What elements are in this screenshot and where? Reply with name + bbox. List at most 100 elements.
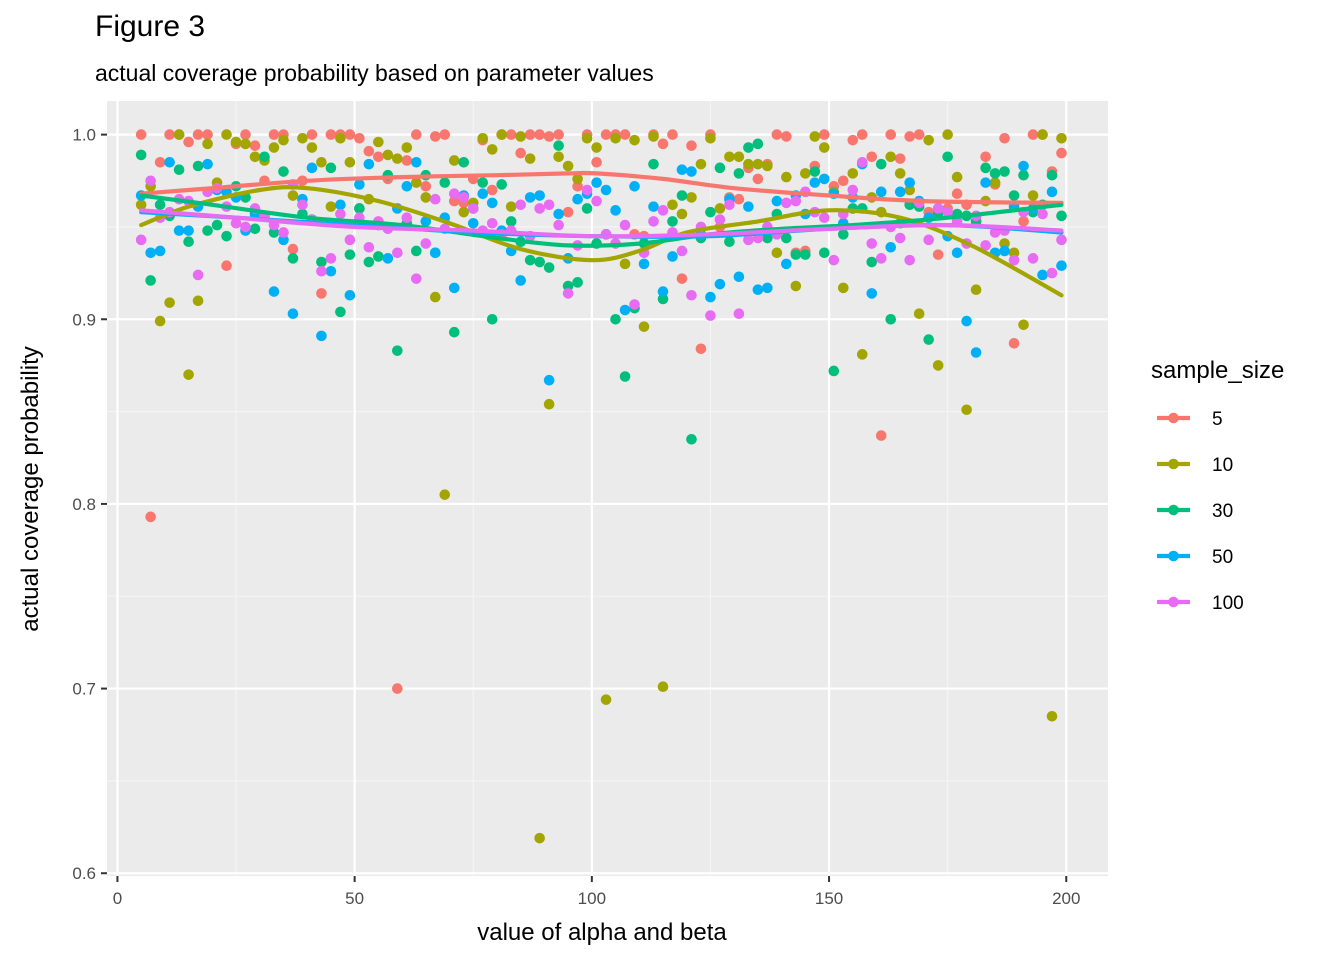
data-point-series-50 (363, 158, 375, 170)
data-point-series-50 (733, 271, 745, 283)
data-point-series-50 (638, 258, 650, 270)
data-point-series-10 (496, 129, 508, 140)
data-point-series-5 (420, 181, 432, 192)
data-point-series-5 (183, 136, 194, 148)
data-point-series-30 (211, 219, 223, 231)
data-point-series-50 (164, 157, 175, 168)
data-point-series-100 (1008, 254, 1020, 266)
x-tick-label: 100 (578, 889, 606, 908)
legend-label-30: 30 (1212, 501, 1233, 522)
data-point-series-50 (1037, 269, 1048, 281)
data-point-series-5 (667, 129, 678, 140)
data-point-series-30 (553, 140, 564, 151)
data-point-series-10 (790, 280, 802, 292)
legend-key-point-10 (1168, 458, 1179, 470)
data-point-series-5 (135, 129, 147, 140)
data-point-series-10 (648, 131, 659, 142)
data-point-series-10 (1008, 247, 1020, 259)
data-point-series-10 (847, 168, 859, 179)
data-point-series-5 (866, 151, 878, 163)
data-point-series-5 (553, 129, 564, 140)
data-point-series-10 (705, 133, 716, 144)
data-point-series-100 (648, 216, 659, 227)
data-point-series-30 (145, 275, 156, 286)
data-point-series-30 (790, 249, 802, 260)
data-point-series-10 (505, 201, 517, 212)
data-point-series-10 (278, 134, 289, 146)
data-point-series-30 (743, 142, 754, 153)
legend-label-10: 10 (1212, 455, 1233, 476)
data-point-series-50 (344, 289, 356, 301)
data-point-series-100 (1046, 267, 1058, 279)
data-point-series-50 (572, 193, 583, 205)
y-axis-label: actual coverage probability (17, 346, 44, 632)
data-point-series-50 (145, 247, 156, 259)
data-point-series-10 (429, 291, 441, 303)
data-point-series-100 (515, 199, 526, 211)
data-point-series-5 (164, 129, 175, 140)
data-point-series-10 (686, 192, 697, 203)
data-point-series-100 (335, 208, 346, 220)
data-point-series-30 (477, 177, 489, 188)
data-point-series-5 (363, 145, 375, 157)
axes: 0 50 100 150 200 0.6 0.7 0.8 0.9 1.0 (72, 126, 1080, 908)
data-point-series-5 (771, 129, 783, 140)
data-point-series-10 (762, 160, 773, 172)
data-point-series-5 (1018, 216, 1029, 227)
legend-key-point-30 (1168, 504, 1179, 516)
data-point-series-50 (287, 308, 299, 320)
data-point-series-10 (173, 129, 185, 140)
data-point-series-100 (724, 199, 735, 211)
data-point-series-30 (562, 280, 574, 292)
data-point-series-50 (553, 208, 564, 220)
data-point-series-5 (752, 173, 764, 185)
data-point-series-5 (316, 288, 327, 299)
data-point-series-10 (411, 177, 422, 188)
data-point-series-30 (192, 160, 204, 172)
data-point-series-10 (970, 284, 982, 296)
data-point-series-50 (752, 284, 764, 296)
data-point-series-30 (325, 162, 337, 174)
data-point-series-100 (363, 241, 375, 253)
data-point-series-100 (486, 217, 498, 229)
data-point-series-5 (932, 249, 944, 260)
data-point-series-50 (1056, 260, 1067, 272)
data-point-series-50 (781, 258, 792, 270)
data-point-series-10 (1037, 129, 1048, 140)
data-point-series-5 (980, 151, 991, 163)
data-point-series-10 (856, 349, 868, 360)
data-point-series-5 (202, 129, 213, 140)
smooth-line-series-10 (139, 185, 1064, 298)
data-point-series-100 (932, 203, 944, 214)
data-point-series-30 (837, 229, 849, 240)
y-tick-label: 1.0 (72, 126, 96, 145)
data-point-series-10 (600, 694, 612, 705)
data-point-series-10 (714, 203, 726, 214)
data-point-series-30 (610, 313, 621, 325)
data-point-series-10 (344, 157, 356, 168)
data-point-series-50 (875, 186, 887, 198)
data-point-series-5 (1008, 337, 1020, 349)
data-point-series-10 (287, 190, 299, 201)
data-point-series-30 (344, 249, 356, 260)
data-point-series-50 (448, 282, 460, 294)
data-point-series-30 (173, 164, 185, 175)
data-point-series-30 (705, 206, 716, 218)
data-point-series-30 (354, 203, 365, 214)
data-point-series-100 (467, 203, 479, 214)
data-point-series-100 (866, 238, 878, 249)
data-point-series-10 (373, 136, 384, 148)
data-point-series-30 (335, 306, 346, 318)
data-point-series-30 (259, 151, 270, 163)
data-point-series-30 (809, 166, 821, 177)
data-point-series-30 (505, 216, 517, 227)
data-point-series-50 (401, 181, 413, 192)
data-point-series-10 (837, 282, 849, 294)
data-point-series-10 (695, 158, 707, 170)
data-point-series-10 (771, 247, 783, 259)
data-point-series-10 (448, 155, 460, 166)
data-point-series-10 (202, 138, 213, 150)
data-point-series-30 (866, 256, 878, 268)
data-point-series-100 (1037, 208, 1048, 220)
data-point-series-10 (619, 258, 631, 270)
